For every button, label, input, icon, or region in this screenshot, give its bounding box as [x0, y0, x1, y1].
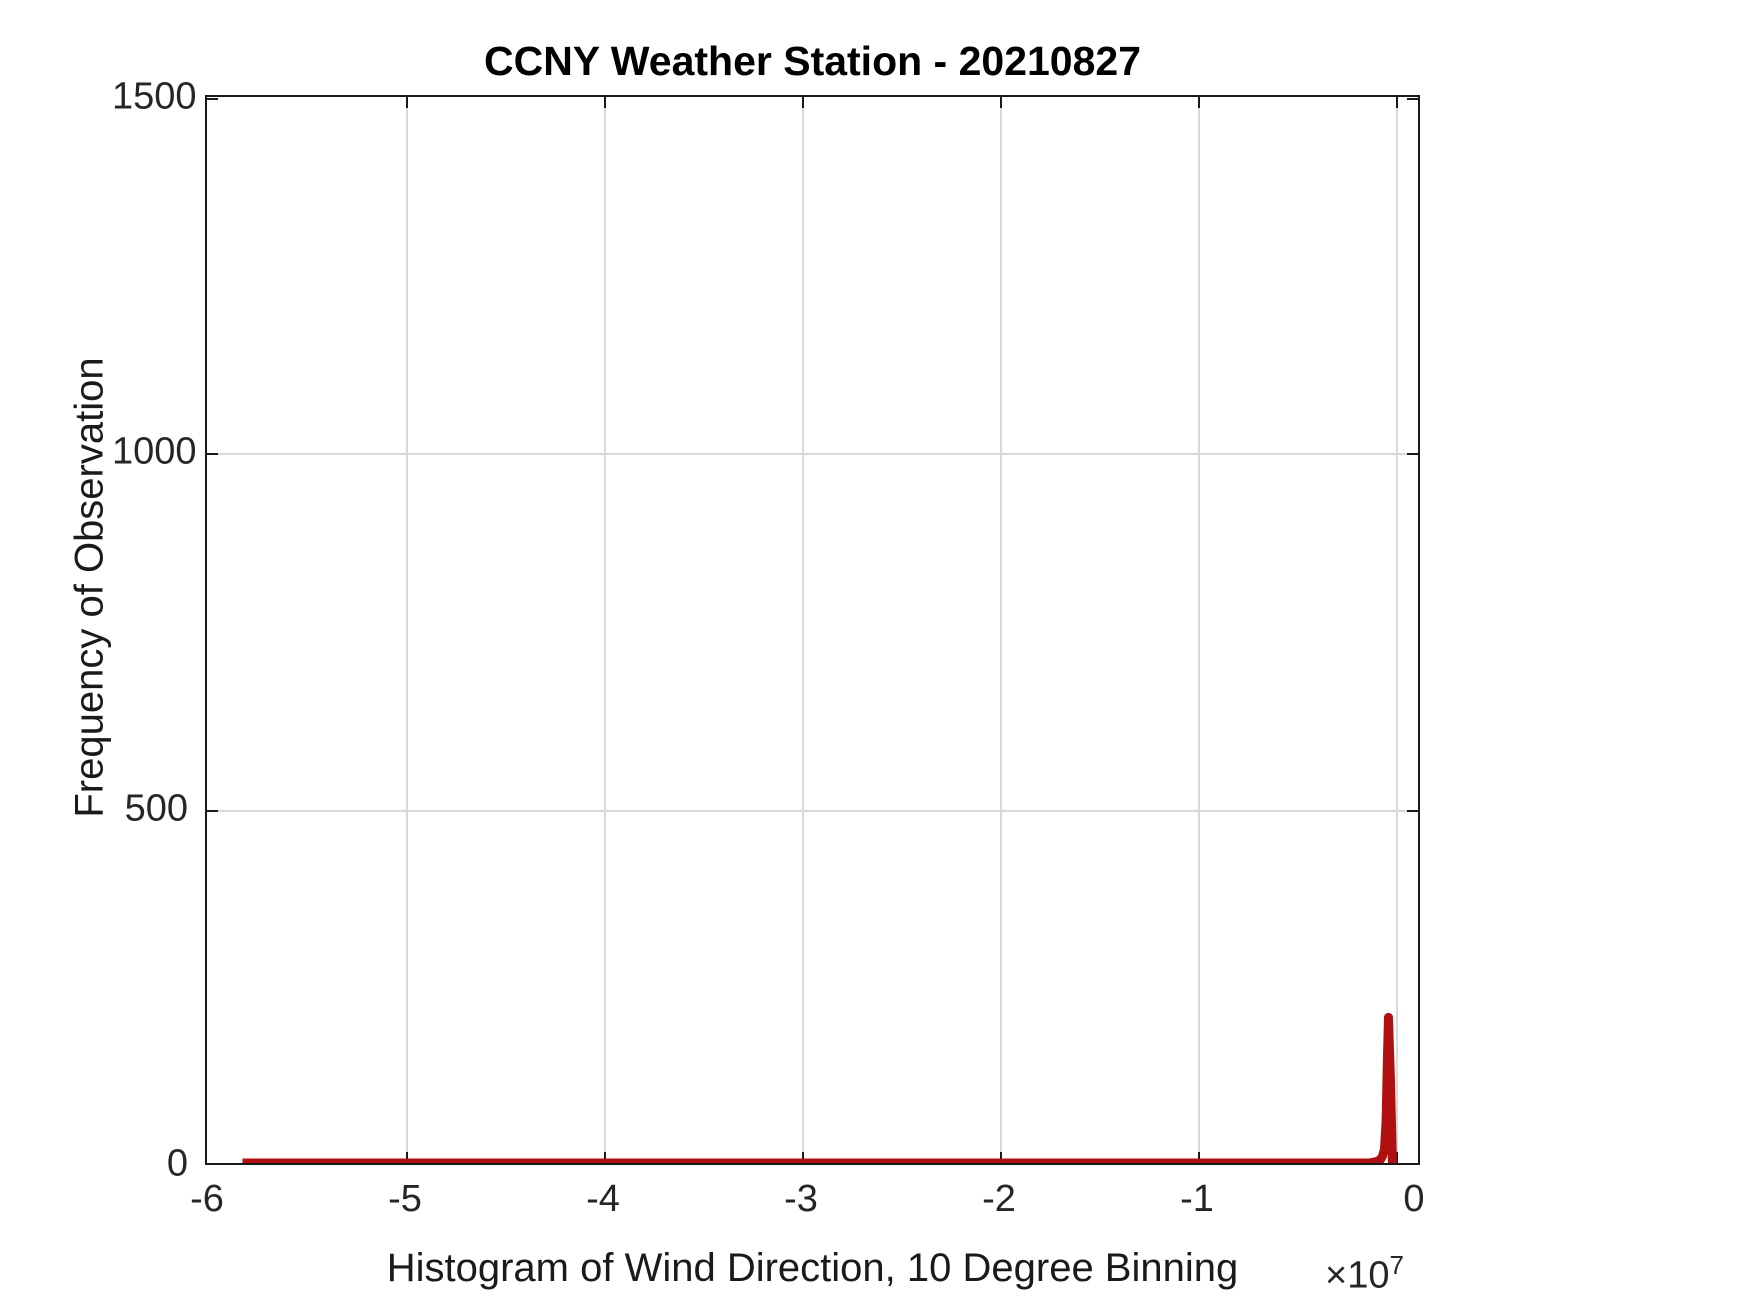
plot-area	[205, 95, 1420, 1165]
x-axis-exponent: ×107	[1325, 1250, 1404, 1298]
y-axis-label: Frequency of Observation	[67, 357, 112, 818]
x-axis-label: Histogram of Wind Direction, 10 Degree B…	[386, 1246, 1239, 1290]
y-tick-mark	[207, 810, 218, 812]
gridline-vertical	[1396, 97, 1398, 1163]
x-tick-mark	[1396, 1152, 1398, 1163]
y-tick-mark-right	[1407, 453, 1418, 455]
gridline-vertical	[1000, 97, 1002, 1163]
x-tick-label: -3	[784, 1178, 818, 1220]
x-tick-mark-top	[1000, 97, 1002, 108]
x-exponent-power: 7	[1389, 1250, 1404, 1280]
x-tick-mark-top	[406, 97, 408, 108]
x-tick-mark	[406, 1152, 408, 1163]
x-tick-mark	[802, 1152, 804, 1163]
data-series-line	[242, 1012, 1397, 1163]
gridline-vertical	[604, 97, 606, 1163]
y-tick-label: 1500	[112, 75, 197, 118]
x-tick-label: -2	[982, 1178, 1016, 1220]
y-tick-label: 500	[124, 787, 188, 830]
x-tick-mark-top	[1198, 97, 1200, 108]
x-tick-mark	[604, 1152, 606, 1163]
y-tick-label: 0	[166, 1142, 188, 1185]
x-tick-label: -5	[388, 1178, 422, 1220]
wind-direction-histogram-line	[242, 1012, 1397, 1163]
x-tick-mark-top	[802, 97, 804, 108]
x-tick-mark-top	[1396, 97, 1398, 108]
gridline-horizontal	[207, 810, 1418, 812]
x-tick-mark	[1198, 1152, 1200, 1163]
gridline-vertical	[406, 97, 408, 1163]
x-exponent-prefix: ×10	[1325, 1254, 1390, 1297]
x-tick-label: -4	[586, 1178, 620, 1220]
chart-title: CCNY Weather Station - 20210827	[483, 38, 1142, 84]
x-tick-mark	[1000, 1152, 1002, 1163]
x-tick-label: 0	[1403, 1178, 1425, 1220]
gridline-vertical	[1198, 97, 1200, 1163]
gridline-vertical	[802, 97, 804, 1163]
x-tick-label: -6	[190, 1178, 224, 1220]
y-tick-label: 1000	[112, 430, 197, 473]
y-tick-mark-right	[1407, 98, 1418, 100]
y-tick-mark	[207, 453, 218, 455]
x-tick-label: -1	[1180, 1178, 1214, 1220]
y-tick-mark-right	[1407, 810, 1418, 812]
gridline-horizontal	[207, 453, 1418, 455]
x-tick-mark-top	[604, 97, 606, 108]
y-tick-mark	[207, 98, 218, 100]
